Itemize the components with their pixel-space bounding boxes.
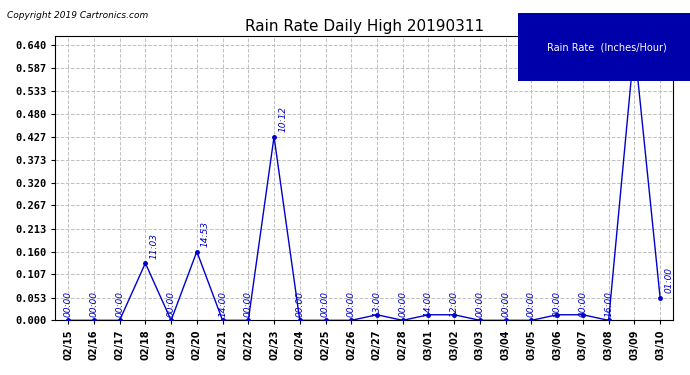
Text: 00:00: 00:00 xyxy=(321,291,330,317)
Text: 00:00: 00:00 xyxy=(553,291,562,317)
Text: 00:00: 00:00 xyxy=(90,291,99,317)
Text: 00:00: 00:00 xyxy=(63,291,72,317)
Text: 00:00: 00:00 xyxy=(398,291,407,317)
Text: 00:00: 00:00 xyxy=(638,15,647,41)
Text: 14:53: 14:53 xyxy=(201,221,210,248)
Text: 00:00: 00:00 xyxy=(501,291,510,317)
Text: Copyright 2019 Cartronics.com: Copyright 2019 Cartronics.com xyxy=(7,11,148,20)
Text: 11:03: 11:03 xyxy=(150,233,159,259)
Text: Rain Rate  (Inches/Hour): Rain Rate (Inches/Hour) xyxy=(547,42,667,52)
Text: 00:00: 00:00 xyxy=(115,291,124,317)
Text: 00:00: 00:00 xyxy=(475,291,484,317)
Text: 00:00: 00:00 xyxy=(527,291,536,317)
Text: 01:00: 01:00 xyxy=(664,267,673,293)
Text: 00:00: 00:00 xyxy=(166,291,175,317)
Text: 14:00: 14:00 xyxy=(424,291,433,317)
Text: 10:12: 10:12 xyxy=(278,106,287,132)
Text: 00:00: 00:00 xyxy=(295,291,304,317)
Text: 13:00: 13:00 xyxy=(373,291,382,317)
Title: Rain Rate Daily High 20190311: Rain Rate Daily High 20190311 xyxy=(244,19,484,34)
Text: 14:00: 14:00 xyxy=(218,291,227,317)
Text: 16:00: 16:00 xyxy=(604,291,613,317)
Text: 00:00: 00:00 xyxy=(244,291,253,317)
Text: 00:00: 00:00 xyxy=(347,291,356,317)
Text: 00:00: 00:00 xyxy=(578,291,587,317)
Text: 12:00: 12:00 xyxy=(450,291,459,317)
